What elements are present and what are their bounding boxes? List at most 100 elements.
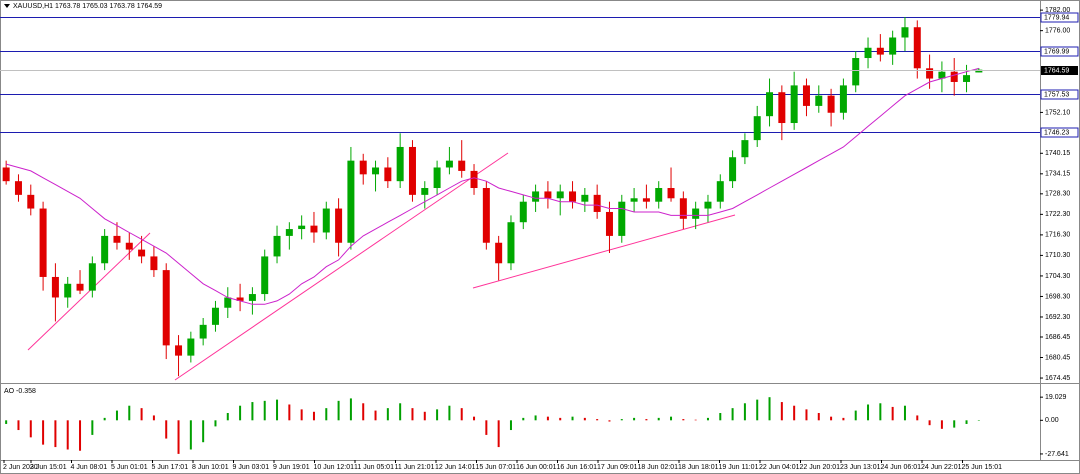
candle-body xyxy=(445,160,453,168)
x-tick-label: 11 Jun 05:01 xyxy=(354,464,394,471)
ao-bar xyxy=(497,420,500,448)
x-tick-label: 18 Jun 18:01 xyxy=(678,464,719,471)
ao-bar xyxy=(670,416,673,421)
candle-body xyxy=(236,297,244,301)
ao-bar xyxy=(128,405,131,421)
candle-body xyxy=(482,188,490,243)
x-tick-label: 11 Jun 21:01 xyxy=(395,464,435,471)
ao-bar xyxy=(633,417,636,421)
candle-body xyxy=(876,47,884,55)
candle-body xyxy=(211,307,219,325)
x-tick-label: 16 Jun 16:01 xyxy=(557,464,598,471)
y-tick-label: 1752.10 xyxy=(1045,109,1070,116)
ao-tick-label: 19.029 xyxy=(1045,394,1067,401)
symbol-menu-icon[interactable] xyxy=(4,4,10,8)
candle-body xyxy=(704,201,712,209)
candle-body xyxy=(101,235,109,264)
ao-bar xyxy=(977,420,980,421)
ao-bar xyxy=(867,404,870,421)
y-tick-label: 1722.30 xyxy=(1045,211,1070,218)
candle-body xyxy=(113,235,121,243)
trend-line xyxy=(174,152,509,381)
x-tick-label: 22 Jun 04:01 xyxy=(759,464,800,471)
candle-body xyxy=(495,242,503,264)
ao-bar xyxy=(596,419,599,421)
candle-body xyxy=(741,140,749,158)
ao-bar xyxy=(854,410,857,421)
candle-body xyxy=(347,160,355,243)
candle-body xyxy=(138,249,146,257)
y-tick-label: 1686.45 xyxy=(1045,334,1070,341)
candle-body xyxy=(384,167,392,182)
candle-body xyxy=(692,208,700,219)
ao-bar xyxy=(509,420,512,431)
ao-bar xyxy=(891,406,894,421)
ao-bar xyxy=(29,420,32,438)
ao-bar xyxy=(645,419,648,421)
x-tick-label: 5 Jun 01:01 xyxy=(111,464,148,471)
candle-body xyxy=(125,242,133,250)
ao-bar xyxy=(5,420,8,424)
candle-body xyxy=(322,208,330,233)
ao-bar xyxy=(202,420,205,443)
x-tick-label: 17 Jun 09:01 xyxy=(597,464,638,471)
ao-bar xyxy=(780,402,783,421)
ao-bar xyxy=(583,417,586,421)
candle-body xyxy=(310,225,318,233)
candle-body xyxy=(261,256,269,295)
candle-body xyxy=(839,85,847,113)
candle-body xyxy=(963,75,971,82)
ao-bar xyxy=(842,417,845,421)
ao-bar xyxy=(189,420,192,450)
ao-bar xyxy=(263,400,266,421)
candle-body xyxy=(729,157,737,182)
ao-bar xyxy=(694,419,697,421)
x-tick-label: 9 Jun 19:01 xyxy=(273,464,310,471)
candle-body xyxy=(593,194,601,212)
candle-body xyxy=(39,208,47,277)
ao-bar xyxy=(165,420,168,439)
x-tick-label: 24 Jun 06:01 xyxy=(881,464,922,471)
candle-body xyxy=(27,194,35,209)
ao-bar xyxy=(411,408,414,421)
candle-body xyxy=(507,222,515,264)
current-price-box xyxy=(1041,66,1078,75)
candle-body xyxy=(335,208,343,243)
candle-body xyxy=(2,167,10,182)
candle-body xyxy=(51,276,59,298)
candle-body xyxy=(150,256,158,271)
y-tick-label: 1734.15 xyxy=(1045,171,1070,178)
candle-body xyxy=(790,85,798,124)
ao-bar xyxy=(399,403,402,421)
candle-body xyxy=(926,68,934,79)
candle-body xyxy=(753,116,761,141)
candle-body xyxy=(187,338,195,356)
ao-bar xyxy=(386,408,389,421)
x-tick-label: 15 Jun 07:01 xyxy=(476,464,517,471)
ao-bar xyxy=(903,405,906,421)
ao-bar xyxy=(103,417,106,421)
y-tick-label: 1698.30 xyxy=(1045,293,1070,300)
ao-bar xyxy=(91,420,94,435)
candle-body xyxy=(64,283,72,298)
candle-body xyxy=(458,160,466,171)
candle-body xyxy=(778,92,786,124)
x-tick-label: 22 Jun 20:01 xyxy=(800,464,841,471)
x-tick-label: 10 Jun 12:01 xyxy=(314,464,355,471)
candle-body xyxy=(655,188,663,202)
ao-bar xyxy=(620,419,623,421)
candle-body xyxy=(618,201,626,236)
level-label: 1769.99 xyxy=(1044,48,1069,55)
y-tick-label: 1674.45 xyxy=(1045,375,1070,382)
ao-bar xyxy=(349,398,352,421)
ao-bar xyxy=(436,409,439,421)
ao-bar xyxy=(251,402,254,421)
y-tick-label: 1716.30 xyxy=(1045,232,1070,239)
ao-bar xyxy=(66,420,69,450)
level-label-box xyxy=(1040,12,1079,23)
ao-bar xyxy=(546,416,549,421)
candle-body xyxy=(679,198,687,219)
candle-body xyxy=(433,167,441,189)
ao-bar xyxy=(706,417,709,421)
